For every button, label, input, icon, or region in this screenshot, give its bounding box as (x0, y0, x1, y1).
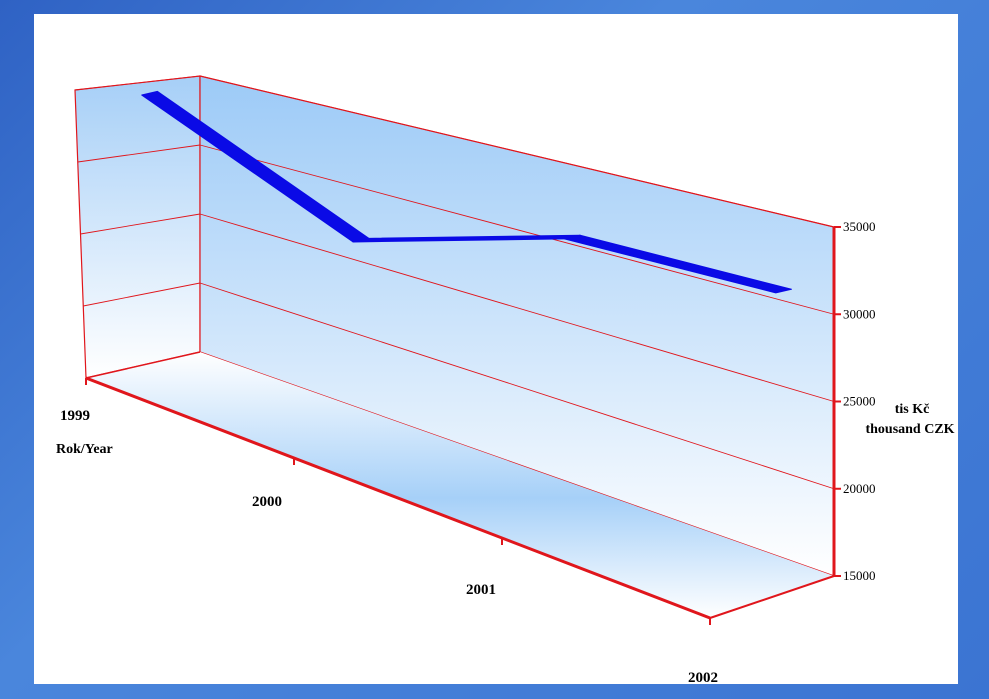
side-gridline-25000 (80, 213, 201, 235)
floor-front-edge (709, 575, 835, 619)
series-segment-2001-2002 (563, 234, 792, 294)
gridlines (74, 75, 835, 490)
x-tick-labels: 1999 2000 2001 2002 (60, 408, 718, 684)
side-gridline-35000 (74, 75, 201, 91)
x-tick-label-2000: 2000 (252, 494, 282, 510)
y-axis-title-line2: thousand CZK (865, 422, 954, 437)
gridline-35000 (199, 75, 835, 228)
gridline-25000 (199, 213, 835, 402)
line-chart-3d: 1999 2000 2001 2002 15000 20000 25000 30000 350… (56, 75, 955, 684)
side-gridline-30000 (77, 144, 201, 163)
x-axis-title: Rok/Year (56, 442, 113, 457)
y-tick-label-0: 15000 (843, 568, 876, 583)
side-gridline-20000 (83, 282, 201, 307)
series-line-group (141, 90, 792, 294)
y-tick-label-1: 20000 (843, 481, 876, 496)
y-tick-label-3: 30000 (843, 306, 876, 321)
floor (86, 352, 834, 618)
x-tick-label-2001: 2001 (466, 582, 496, 598)
gridline-30000 (199, 144, 835, 315)
y-axis-ticks (834, 226, 841, 577)
x-tick-label-2002: 2002 (688, 670, 718, 684)
gridline-20000 (199, 282, 835, 490)
x-axis-ticks (85, 378, 711, 625)
floor-side-edge (85, 351, 201, 379)
y-tick-label-2: 25000 (843, 394, 876, 409)
slide-panel: 1999 2000 2001 2002 15000 20000 25000 30000 350… (34, 14, 958, 684)
x-axis-line (85, 376, 711, 620)
y-axis-title-line1: tis Kč (895, 402, 930, 417)
x-tick-label-1999: 1999 (60, 408, 90, 424)
y-tick-label-4: 35000 (843, 219, 876, 234)
y-tick-labels: 15000 20000 25000 30000 35000 (843, 219, 876, 583)
